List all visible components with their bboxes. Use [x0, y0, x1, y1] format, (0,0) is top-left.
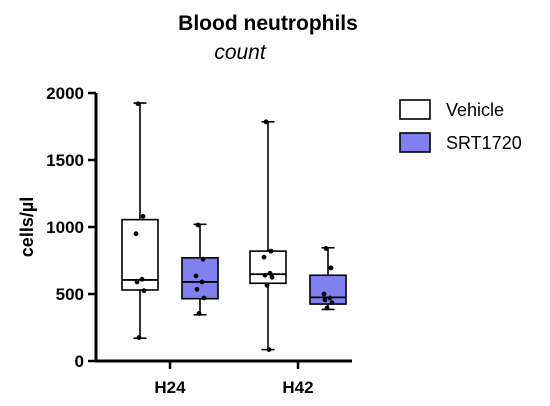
- data-point: [263, 119, 269, 125]
- data-point: [134, 279, 140, 285]
- data-point: [322, 297, 328, 303]
- data-point: [268, 248, 274, 254]
- legend-swatch: [399, 99, 431, 120]
- data-point: [323, 246, 329, 251]
- x-tick-label: H24: [154, 378, 186, 397]
- legend-label: Vehicle: [446, 100, 504, 120]
- y-tick-label: 1500: [46, 151, 84, 170]
- y-axis-label: cells/µl: [17, 197, 37, 257]
- box-plot-vehicle-h24: [121, 101, 159, 340]
- box-plots: [121, 101, 347, 353]
- data-point: [139, 276, 145, 282]
- data-point: [269, 274, 275, 280]
- box-plot-srt1720-h42: [309, 246, 347, 311]
- legend-swatch: [399, 132, 431, 153]
- data-point: [140, 213, 146, 219]
- data-point: [324, 305, 330, 311]
- data-point: [264, 282, 270, 288]
- box: [309, 274, 347, 305]
- y-tick-label: 0: [75, 352, 84, 371]
- legend: Vehicle SRT1720: [399, 99, 522, 153]
- data-point: [196, 311, 202, 316]
- box: [181, 257, 219, 300]
- data-point: [194, 286, 200, 292]
- x-tick-label: H42: [282, 378, 313, 397]
- data-point: [261, 254, 267, 260]
- data-point: [136, 335, 142, 340]
- data-point: [262, 272, 268, 278]
- data-point: [267, 270, 273, 276]
- box: [249, 250, 287, 285]
- box-plot-vehicle-h42: [249, 119, 287, 353]
- chart-title: Blood neutrophils: [178, 12, 358, 35]
- box-plot-srt1720-h24: [181, 222, 219, 316]
- data-point: [321, 291, 327, 297]
- data-point: [199, 279, 205, 285]
- y-tick-label: 2000: [46, 84, 84, 103]
- data-point: [135, 101, 141, 107]
- data-point: [329, 300, 335, 306]
- data-point: [328, 265, 334, 271]
- legend-item-srt1720: SRT1720: [399, 132, 522, 153]
- data-point: [141, 288, 147, 294]
- data-point: [133, 231, 139, 237]
- axes: 0 500 1000 1500 2000 H24 H42: [46, 84, 352, 397]
- y-tick-label: 500: [56, 285, 84, 304]
- data-point: [200, 256, 206, 262]
- data-point: [195, 222, 201, 228]
- data-point: [201, 295, 207, 301]
- data-point: [266, 347, 272, 353]
- legend-label: SRT1720: [446, 133, 522, 153]
- data-point: [193, 273, 199, 279]
- y-tick-label: 1000: [46, 218, 84, 237]
- data-point: [327, 295, 333, 301]
- chart-subtitle: count: [214, 41, 267, 64]
- legend-item-vehicle: Vehicle: [399, 99, 504, 120]
